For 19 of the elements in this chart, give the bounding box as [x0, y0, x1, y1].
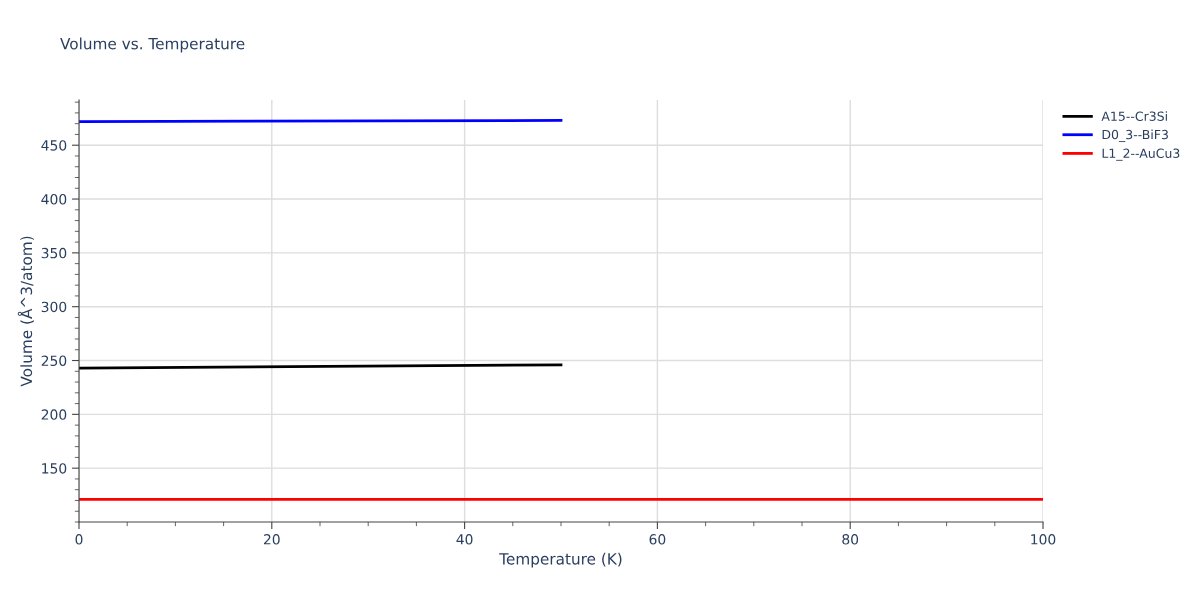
y-tick-label: 200 — [41, 409, 67, 420]
x-axis-title: Temperature (K) — [499, 552, 622, 568]
y-tick-label: 400 — [41, 194, 67, 205]
y-tick-label: 300 — [41, 301, 67, 313]
legend-label: L1_2--AuCu3 — [1102, 148, 1180, 161]
y-axis-title: Volume (Å^3/atom) — [17, 236, 34, 387]
x-tick-label: 40 — [456, 534, 473, 545]
x-tick-label: 100 — [1031, 534, 1056, 545]
y-tick-label: 150 — [42, 463, 67, 474]
x-tick-label: 80 — [842, 534, 859, 545]
y-tick-label: 450 — [41, 140, 67, 151]
x-tick-label: 60 — [649, 534, 666, 545]
y-tick-label: 350 — [41, 247, 67, 259]
legend-label: A15--Cr3Si — [1101, 111, 1167, 121]
legend-label: D0_3--BiF3 — [1102, 129, 1168, 143]
y-tick-label: 250 — [41, 355, 67, 366]
x-tick-label: 20 — [263, 534, 280, 545]
chart-title: Volume vs. Temperature — [60, 37, 245, 53]
x-tick-label: 0 — [75, 534, 83, 545]
